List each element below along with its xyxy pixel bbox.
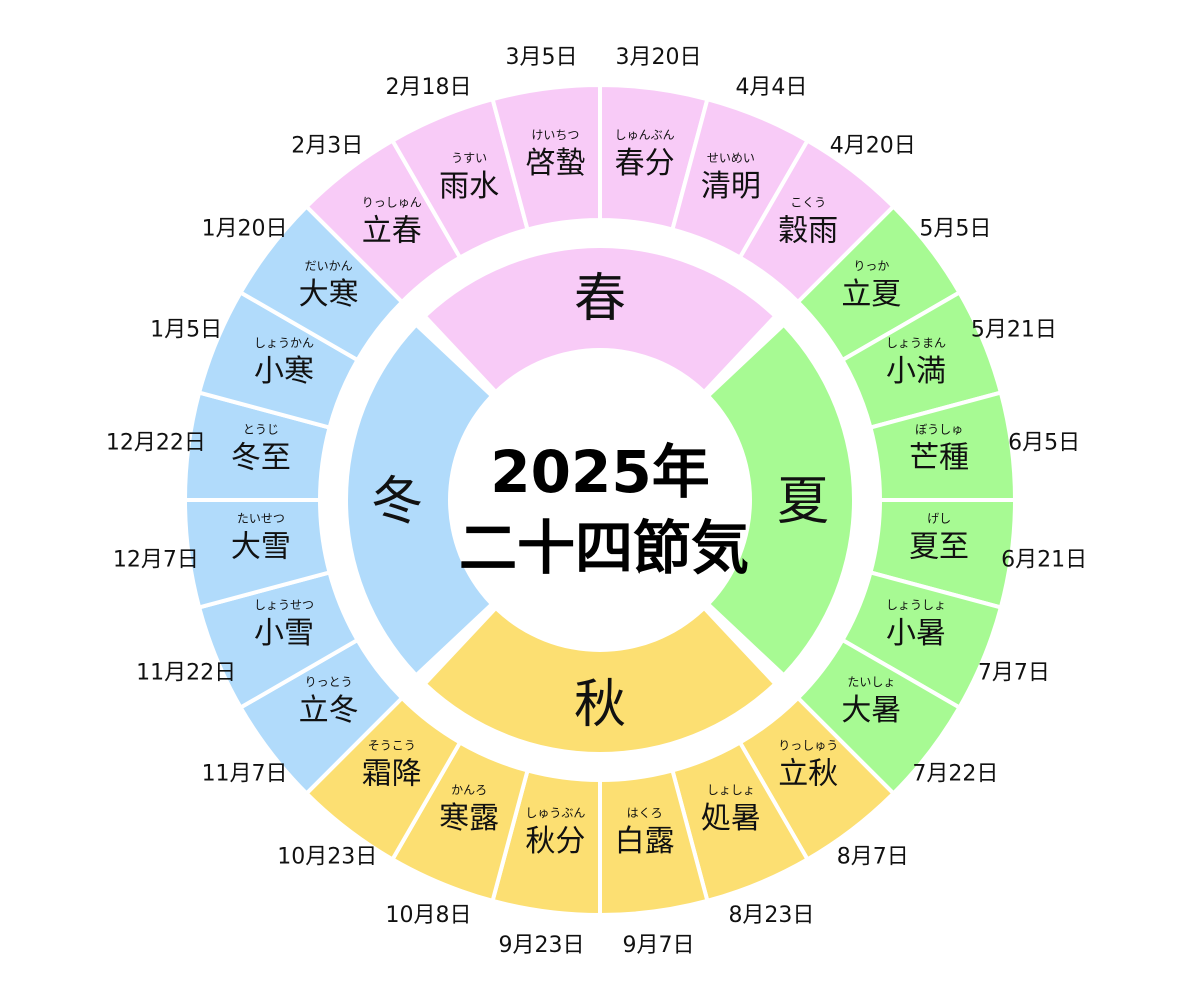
center-title-year: 2025年 (490, 438, 709, 506)
term-name: 立春 (362, 214, 422, 249)
term-reading: りっか (853, 259, 889, 273)
term-date: 1月5日 (150, 318, 222, 343)
term-name: 立夏 (841, 277, 901, 312)
term-name: 小雪 (254, 616, 314, 651)
term-name: 処暑 (701, 801, 761, 836)
term-date: 11月22日 (136, 660, 236, 685)
term-reading: うすい (451, 151, 487, 165)
term-date: 2月3日 (291, 134, 363, 159)
term-name: 立冬 (299, 693, 359, 728)
term-name: 芒種 (909, 440, 969, 475)
term-name: 小寒 (254, 354, 314, 389)
term-reading: しゅうぶん (525, 806, 585, 820)
term-reading: そうこう (368, 738, 416, 752)
term-date: 9月23日 (499, 933, 585, 958)
term-reading: しょうしょ (886, 598, 946, 612)
term-reading: げし (927, 512, 951, 526)
term-name: 清明 (701, 169, 761, 204)
term-name: 穀雨 (778, 214, 838, 249)
term-date: 12月22日 (106, 431, 206, 456)
term-name: 大暑 (841, 693, 901, 728)
term-reading: こくう (790, 196, 826, 210)
term-name: 春分 (615, 146, 675, 181)
season-label-spring: 春 (574, 269, 626, 329)
term-date: 10月23日 (277, 844, 377, 869)
term-name: 秋分 (525, 824, 585, 859)
term-reading: たいせつ (237, 512, 285, 526)
term-name: 小満 (886, 354, 946, 389)
season-segment-spring (427, 247, 773, 390)
term-reading: しゅんぶん (615, 128, 675, 142)
term-reading: しょうまん (886, 336, 946, 350)
term-name: 大雪 (231, 530, 291, 565)
term-date: 11月7日 (202, 762, 288, 787)
term-date: 7月22日 (912, 762, 998, 787)
season-segment-summer (710, 327, 852, 673)
term-name: 雨水 (439, 169, 499, 204)
term-reading: しょうせつ (254, 598, 314, 612)
term-date: 7月7日 (978, 660, 1050, 685)
term-reading: けいちつ (531, 128, 579, 142)
season-label-autumn: 秋 (574, 675, 626, 735)
term-reading: ぼうしゅ (915, 422, 963, 436)
outer-ring (182, 82, 1018, 918)
term-name: 冬至 (231, 440, 291, 475)
term-date: 6月21日 (1001, 547, 1087, 572)
term-date: 8月23日 (728, 903, 814, 928)
center-title-name: 二十四節気 (459, 514, 749, 582)
season-segment-winter (347, 327, 490, 673)
term-date: 4月20日 (830, 134, 916, 159)
term-date: 12月7日 (113, 547, 199, 572)
term-reading: りっしゅう (778, 738, 838, 752)
term-date: 5月5日 (919, 216, 991, 241)
term-name: 白露 (615, 824, 675, 859)
season-label-summer: 夏 (777, 472, 829, 532)
term-reading: はくろ (627, 806, 663, 820)
term-reading: りっしゅん (362, 196, 422, 210)
term-date: 6月5日 (1008, 431, 1080, 456)
term-name: 小暑 (886, 616, 946, 651)
term-reading: だいかん (305, 259, 353, 273)
term-name: 寒露 (439, 801, 499, 836)
season-label-winter: 冬 (371, 472, 423, 532)
term-name: 啓蟄 (525, 146, 585, 181)
term-name: 大寒 (299, 277, 359, 312)
term-date: 3月20日 (615, 45, 701, 70)
season-ring (347, 247, 852, 752)
term-name: 霜降 (362, 756, 422, 791)
term-date: 3月5日 (506, 45, 578, 70)
term-reading: しょしょ (707, 783, 755, 797)
term-date: 5月21日 (971, 318, 1057, 343)
term-date: 4月4日 (735, 75, 807, 100)
term-date: 10月8日 (386, 903, 472, 928)
term-date: 8月7日 (837, 844, 909, 869)
term-segment (490, 82, 602, 232)
term-reading: たいしょ (847, 675, 895, 689)
term-date: 9月7日 (622, 933, 694, 958)
term-reading: とうじ (243, 422, 279, 436)
term-reading: しょうかん (254, 336, 314, 350)
term-name: 夏至 (909, 530, 969, 565)
term-name: 立秋 (778, 756, 838, 791)
term-reading: りっとう (305, 675, 353, 689)
term-reading: かんろ (451, 783, 487, 797)
term-date: 2月18日 (386, 75, 472, 100)
season-segment-autumn (427, 610, 773, 752)
term-date: 1月20日 (202, 216, 288, 241)
term-reading: せいめい (707, 151, 755, 165)
